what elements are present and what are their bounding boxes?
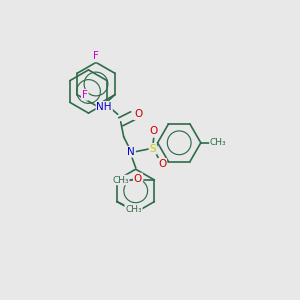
Text: O: O bbox=[158, 159, 166, 169]
Text: F: F bbox=[93, 51, 99, 62]
Text: O: O bbox=[134, 109, 142, 119]
Text: N: N bbox=[127, 147, 135, 157]
Text: O: O bbox=[150, 126, 158, 136]
Text: S: S bbox=[149, 144, 156, 154]
Text: O: O bbox=[134, 173, 142, 184]
Text: CH₃: CH₃ bbox=[112, 176, 129, 184]
Text: CH₃: CH₃ bbox=[210, 138, 226, 147]
Text: CH₃: CH₃ bbox=[125, 205, 142, 214]
Text: F: F bbox=[82, 90, 88, 100]
Text: NH: NH bbox=[97, 102, 112, 112]
